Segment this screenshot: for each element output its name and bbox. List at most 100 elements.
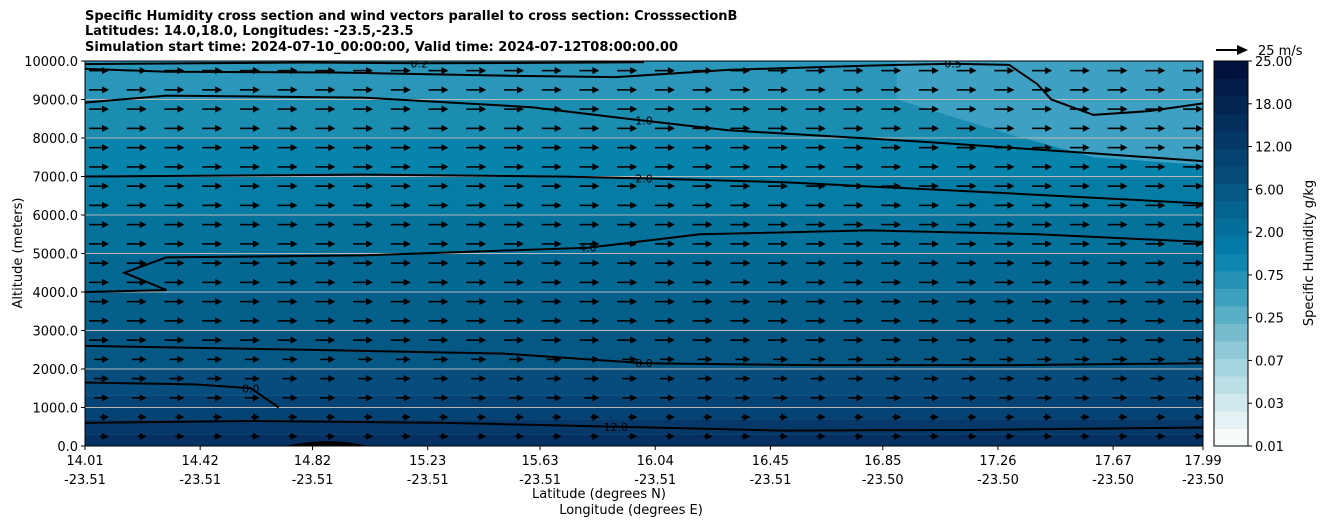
wind-arrow-head [592,432,600,440]
wind-arrow [239,278,260,286]
wind-arrow [202,144,223,152]
wind-arrow [805,105,826,113]
wind-arrow-head [252,124,260,132]
wind-arrow [320,375,336,383]
wind-arrow [843,336,864,344]
x-tick-label-latitude: 15.23 [409,454,446,469]
wind-arrow [89,182,109,190]
chart-title-line-3: Simulation start time: 2024-07-10_00:00:… [85,40,678,55]
wind-arrow [1107,240,1128,248]
colorbar-swatch [1214,61,1248,79]
wind-arrow [730,259,751,267]
wind-arrow [881,124,902,132]
wind-arrow [1043,413,1053,421]
wind-arrow-head [1007,394,1015,402]
wind-arrow-head [592,355,600,363]
wind-arrow-head [630,336,638,344]
wind-arrow-head [743,240,751,248]
wind-arrow-head [215,298,223,306]
wind-arrow [503,163,524,171]
wind-arrow-head [554,221,562,229]
wind-arrow-head [969,221,977,229]
wind-arrow-head [818,355,826,363]
wind-arrow [137,432,147,440]
y-tick-label: 6000.0 [33,209,79,224]
wind-arrow-head [366,413,374,421]
wind-arrow-head [215,375,223,383]
wind-arrow-head [441,355,449,363]
wind-arrow-head [139,144,147,152]
wind-arrow-head [630,86,638,94]
wind-arrow [805,336,826,344]
wind-arrow [773,394,789,402]
wind-arrow [358,375,374,383]
wind-arrow [164,298,185,306]
wind-arrow [994,336,1015,344]
wind-arrow-head [516,240,524,248]
wind-arrow [503,67,524,75]
wind-arrow-head [215,259,223,267]
humidity-band [85,138,1203,177]
wind-arrow-head [328,336,336,344]
colorbar-tick-label: 0.75 [1255,269,1284,284]
wind-arrow [923,394,939,402]
wind-arrow [805,124,826,132]
wind-arrow [1037,355,1053,363]
wind-arrow [584,355,600,363]
wind-arrow [994,86,1015,94]
wind-arrow-head [781,105,789,113]
wind-arrow [213,432,223,440]
wind-arrow [805,221,826,229]
wind-arrow-head [516,355,524,363]
wind-arrow [590,432,600,440]
wind-arrow-head [856,432,864,440]
wind-arrow-head [931,221,939,229]
wind-arrow-head [781,298,789,306]
wind-arrow-head [1082,317,1090,325]
wind-arrow-head [894,240,902,248]
wind-arrow [239,144,260,152]
wind-arrow [654,336,675,344]
wind-arrow [541,163,562,171]
wind-arrow-head [290,86,298,94]
wind-arrow-head [252,355,260,363]
wind-arrow-head [1158,259,1166,267]
wind-arrow-head [781,86,789,94]
quiver-key-label: 25 m/s [1258,44,1303,59]
wind-arrow [918,67,939,75]
wind-arrow [654,105,675,113]
wind-arrow [617,278,638,286]
wind-arrow [579,336,600,344]
wind-arrow [239,124,260,132]
wind-arrow-head [781,259,789,267]
wind-arrow-head [479,317,487,325]
wind-arrow-head [818,105,826,113]
wind-arrow-head [781,355,789,363]
wind-arrow [433,375,449,383]
wind-arrow [994,67,1015,75]
wind-arrow-head [102,259,109,267]
wind-arrow [503,259,524,267]
wind-arrow-head [366,298,374,306]
wind-arrow [617,182,638,190]
wind-arrow [390,317,411,325]
wind-arrow-head [403,432,411,440]
wind-arrow [886,355,902,363]
wind-arrow-head [1158,67,1166,75]
wind-arrow [353,298,374,306]
wind-arrow [805,86,826,94]
wind-arrow-head [252,278,260,286]
wind-arrow [503,298,524,306]
wind-arrow-head [328,201,336,209]
wind-arrow [137,413,147,421]
wind-arrow [541,144,562,152]
wind-arrow [1069,201,1090,209]
wind-arrow-head [1120,394,1128,402]
wind-arrow-head [592,259,600,267]
wind-arrow [390,86,411,94]
wind-arrow [207,394,223,402]
wind-arrow [89,201,109,209]
wind-arrow-head [403,355,411,363]
wind-arrow-head [441,336,449,344]
wind-arrow-head [743,86,751,94]
